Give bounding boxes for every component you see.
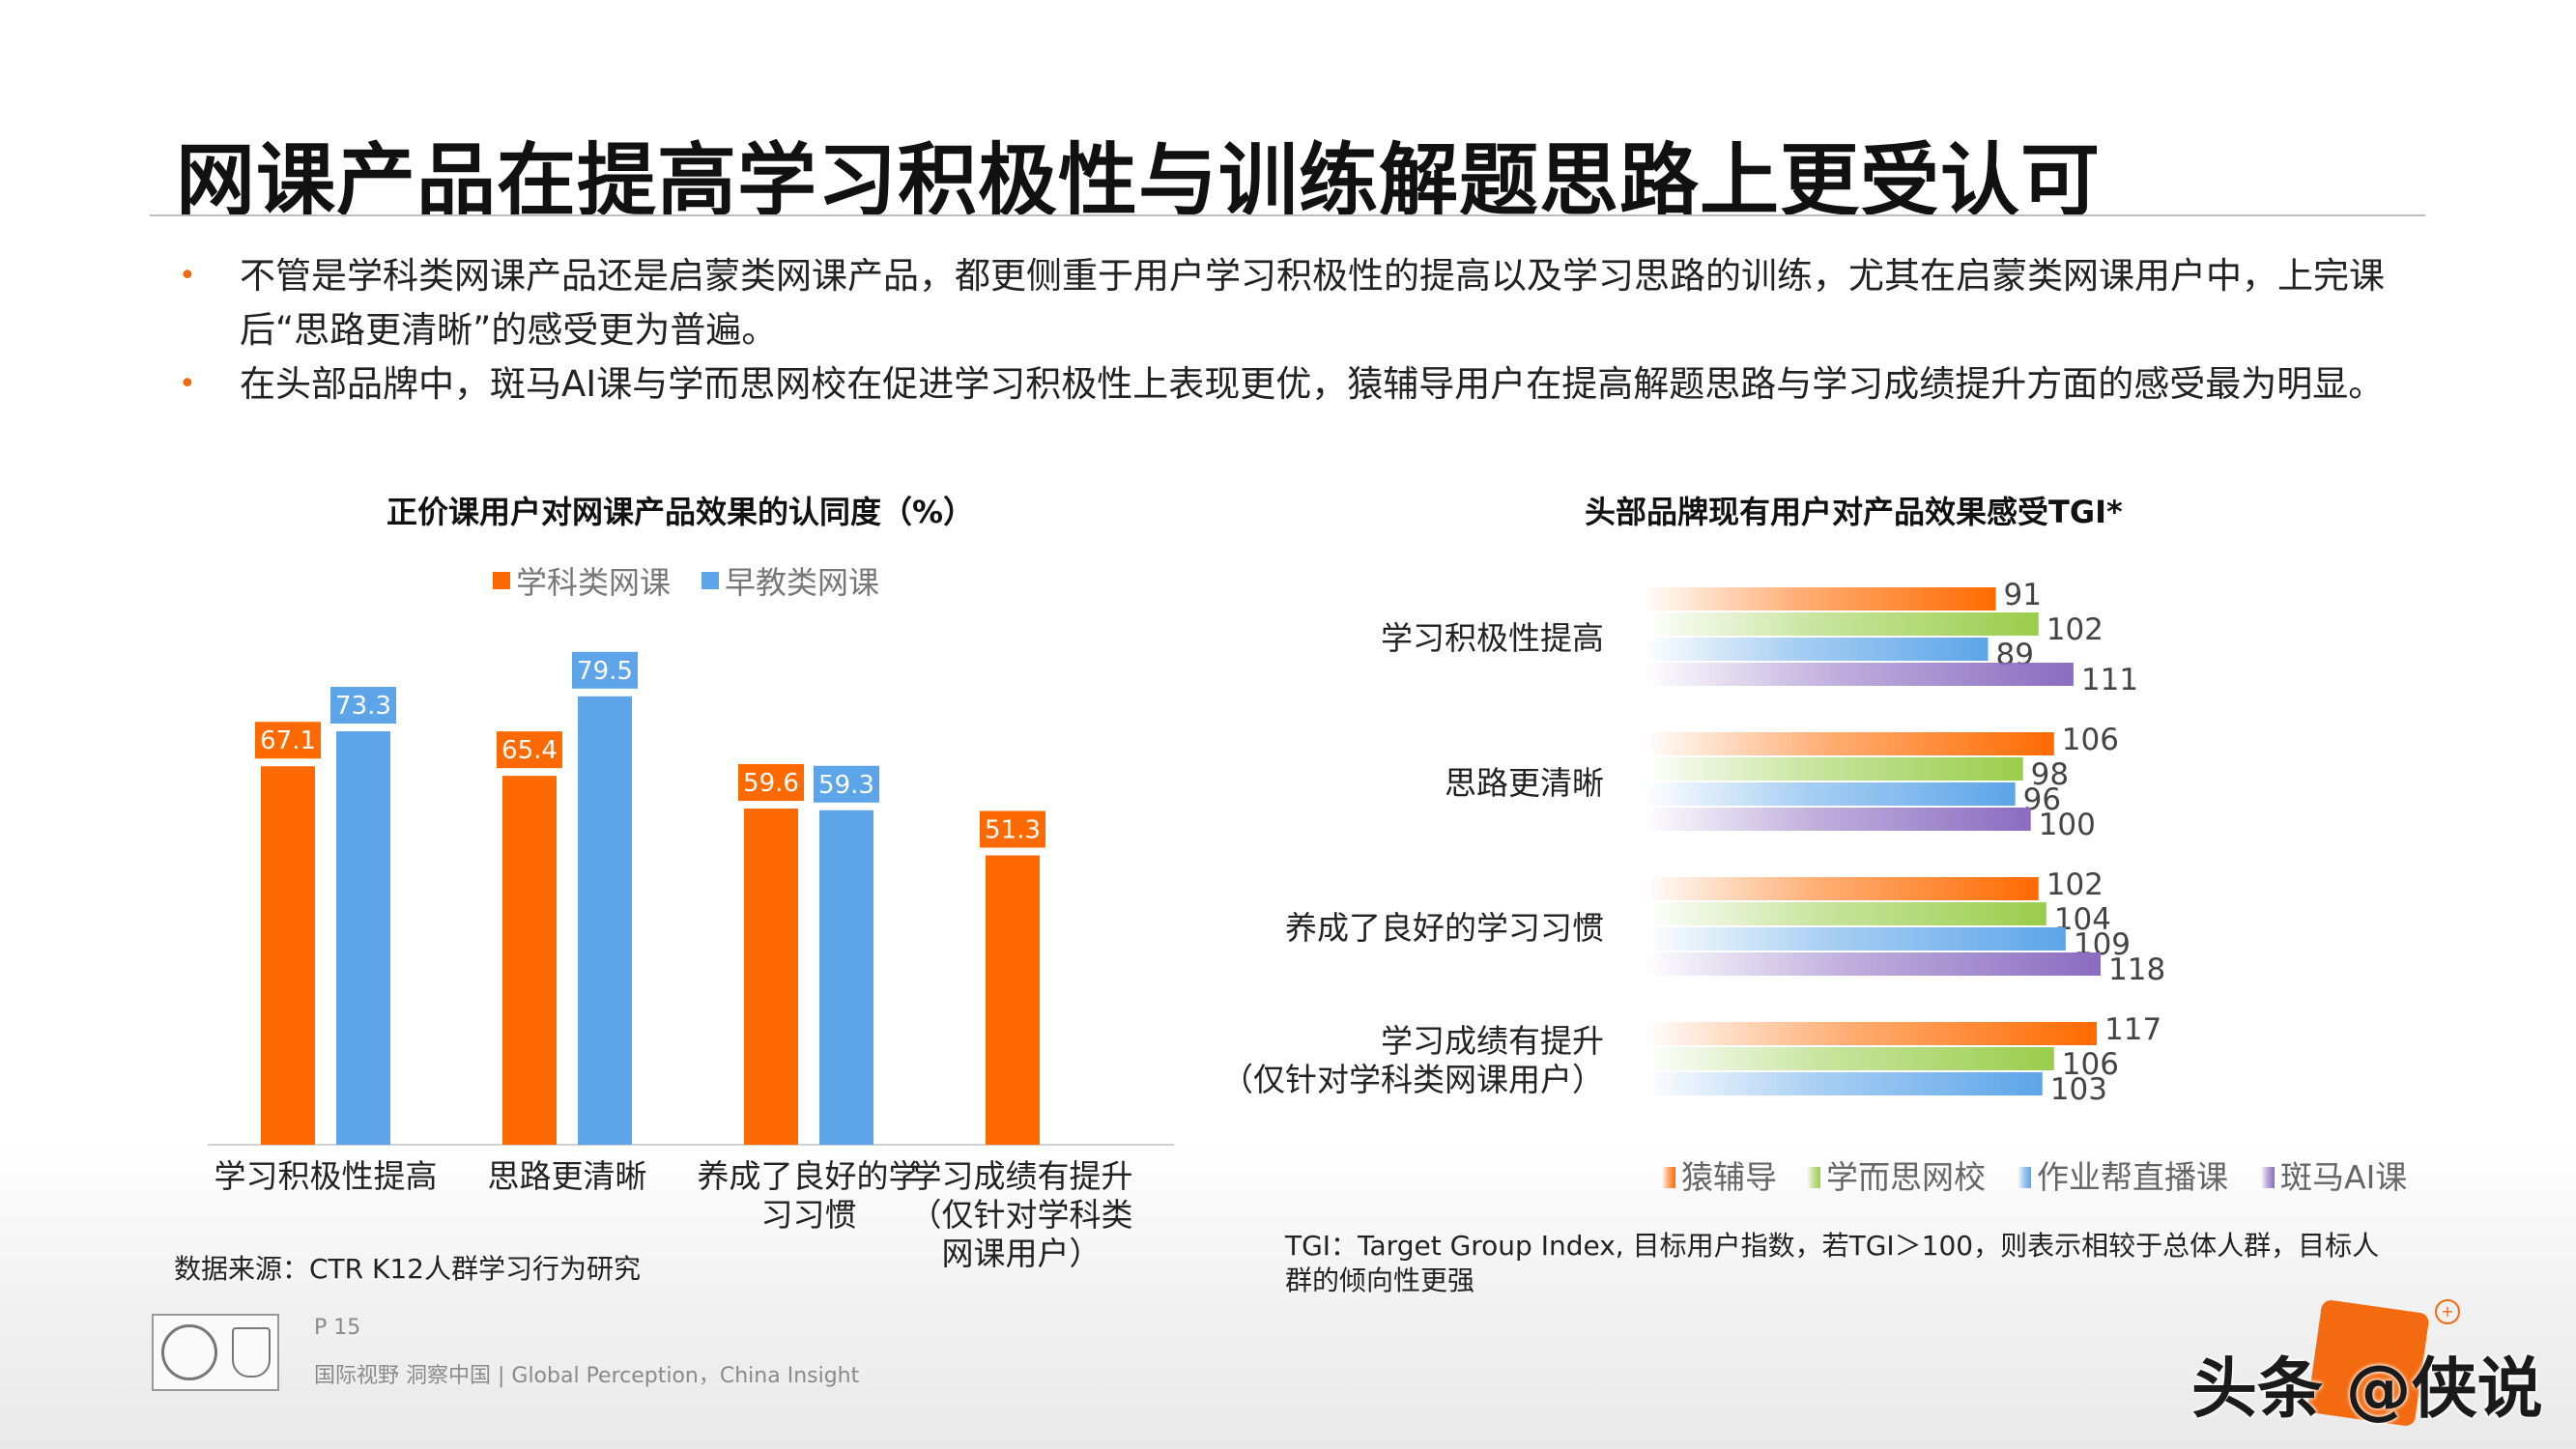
data-label-box — [572, 651, 638, 689]
right-chart-title: 头部品牌现有用户对产品效果感受TGI* — [1585, 494, 2123, 530]
data-label: 79.5 — [577, 657, 633, 686]
bar-作业帮直播课-2 — [1643, 927, 2066, 951]
data-label: 106 — [2062, 723, 2119, 757]
data-label-box — [738, 764, 804, 802]
legend-label: 斑马AI课 — [2280, 1158, 2407, 1196]
category-label: （仅针对学科类网课用户） — [1221, 1061, 1604, 1098]
category-label: 思路更清晰 — [488, 1157, 647, 1195]
page-number: P 15 — [314, 1316, 361, 1340]
bullet-item: • 不管是学科类网课产品还是启蒙类网课产品，都更侧重于用户学习积极性的提高以及学… — [174, 249, 2416, 357]
data-label-box — [980, 810, 1045, 848]
bar-斑马AI课-1 — [1643, 808, 2031, 831]
category-label: 养成了良好的学 — [698, 1157, 921, 1195]
legend-label: 猿辅导 — [1681, 1158, 1777, 1196]
sgs-seal-icon — [160, 1324, 217, 1380]
bullet-marker: • — [179, 367, 196, 401]
data-label: 59.3 — [818, 771, 874, 800]
category-label: 学习成绩有提升 — [1381, 1022, 1604, 1060]
bar-猿辅导-0 — [1643, 587, 1996, 611]
bar-早教类网课-2 — [819, 810, 873, 1145]
data-label: 59.6 — [743, 769, 799, 798]
legend-swatch — [493, 572, 510, 589]
legend-label: 早教类网课 — [725, 564, 880, 601]
bullet-text: 在头部品牌中，斑马AI课与学而思网校在促进学习积极性上表现更优，猿辅导用户在提高… — [240, 363, 2385, 405]
bar-学而思网校-3 — [1643, 1047, 2054, 1070]
category-label: 习习惯 — [761, 1196, 857, 1234]
left-chart-legend: 学科类网课 早教类网课 — [493, 558, 910, 603]
data-label: 118 — [2108, 952, 2165, 987]
footer-tagline: 国际视野 洞察中国 | Global Perception，China Insi… — [314, 1364, 860, 1388]
data-label: 117 — [2104, 1012, 2161, 1047]
bar-猿辅导-3 — [1643, 1022, 2097, 1045]
data-label: 91 — [2004, 578, 2042, 612]
category-label: 养成了良好的学习习惯 — [1285, 909, 1604, 947]
legend-label: 作业帮直播课 — [2037, 1158, 2228, 1196]
bar-学科类网课-1 — [502, 776, 557, 1145]
bullet-list: • 不管是学科类网课产品还是启蒙类网课产品，都更侧重于用户学习积极性的提高以及学… — [174, 249, 2416, 412]
bar-作业帮直播课-0 — [1643, 638, 1989, 661]
ukas-shield-icon — [231, 1327, 271, 1378]
bar-作业帮直播课-3 — [1643, 1072, 2043, 1095]
category-label: 学习成绩有提升 — [910, 1157, 1133, 1195]
right-bar-chart: 9110289111学习积极性提高1069896100思路更清晰10210410… — [1221, 578, 2407, 1196]
data-label: 102 — [2046, 867, 2104, 902]
legend-swatch — [1662, 1167, 1675, 1188]
data-label: 98 — [2031, 757, 2069, 792]
data-label-box — [255, 722, 321, 759]
data-label: 73.3 — [335, 692, 391, 721]
data-label: 51.3 — [985, 815, 1041, 844]
tgi-footnote: TGI：Target Group Index, 目标用户指数，若TGI＞100，… — [1285, 1230, 2380, 1296]
certification-logo — [152, 1314, 279, 1391]
left-bar-chart: 67.1 73.3 学习积极性提高 65.4 79.5 思路更清晰 59.6 59.3 养成了良… — [208, 651, 1174, 1272]
data-label: 106 — [2062, 1047, 2119, 1082]
data-label: 65.4 — [501, 736, 558, 765]
data-source: 数据来源：CTR K12人群学习行为研究 — [174, 1253, 642, 1285]
data-label: 102 — [2046, 612, 2104, 647]
legend-item: 早教类网课 — [701, 558, 879, 603]
legend-swatch — [1807, 1167, 1820, 1188]
category-label: 网课用户） — [942, 1235, 1102, 1272]
left-chart-title: 正价课用户对网课产品效果的认同度（%） — [386, 494, 975, 530]
legend-swatch — [701, 572, 720, 589]
bar-斑马AI课-2 — [1643, 952, 2102, 976]
category-label: （仅针对学科类 — [910, 1196, 1133, 1234]
data-label-box — [497, 731, 562, 769]
data-label: 67.1 — [260, 726, 316, 755]
bar-学而思网校-2 — [1643, 902, 2046, 925]
background-wave — [0, 1140, 2576, 1449]
bar-早教类网课-0 — [336, 731, 390, 1145]
bar-学科类网课-2 — [744, 809, 798, 1145]
bar-作业帮直播课-1 — [1643, 782, 2016, 806]
bar-早教类网课-1 — [578, 696, 632, 1145]
watermark-plus-icon: + — [2435, 1299, 2460, 1324]
data-label-box — [330, 687, 396, 724]
bullet-marker: • — [179, 259, 196, 293]
bar-猿辅导-1 — [1643, 732, 2054, 755]
data-label: 103 — [2050, 1072, 2107, 1107]
data-label: 100 — [2039, 808, 2096, 842]
category-label: 学习积极性提高 — [215, 1157, 438, 1195]
bar-学科类网课-3 — [986, 855, 1040, 1145]
bar-学科类网课-0 — [261, 766, 315, 1145]
bar-学而思网校-0 — [1643, 612, 2039, 636]
data-label-box — [814, 765, 879, 803]
legend-item: 学科类网课 — [493, 558, 671, 603]
bullet-item: • 在头部品牌中，斑马AI课与学而思网校在促进学习积极性上表现更优，猿辅导用户在… — [174, 357, 2416, 412]
title-divider — [150, 214, 2425, 216]
bar-猿辅导-2 — [1643, 877, 2039, 900]
watermark-text: 头条 @侠说 — [2191, 1351, 2543, 1428]
bullet-text: 不管是学科类网课产品还是启蒙类网课产品，都更侧重于用户学习积极性的提高以及学习思… — [240, 255, 2385, 351]
page-title: 网课产品在提高学习积极性与训练解题思路上更受认可 — [176, 135, 2102, 227]
legend-swatch — [2018, 1167, 2031, 1188]
category-label: 学习积极性提高 — [1381, 619, 1604, 657]
legend-label: 学科类网课 — [516, 564, 672, 601]
legend-swatch — [2261, 1167, 2275, 1188]
category-label: 思路更清晰 — [1445, 764, 1604, 802]
bar-斑马AI课-0 — [1643, 663, 2074, 686]
legend-label: 学而思网校 — [1826, 1158, 1986, 1196]
data-label: 111 — [2081, 663, 2138, 697]
bar-学而思网校-1 — [1643, 757, 2023, 781]
